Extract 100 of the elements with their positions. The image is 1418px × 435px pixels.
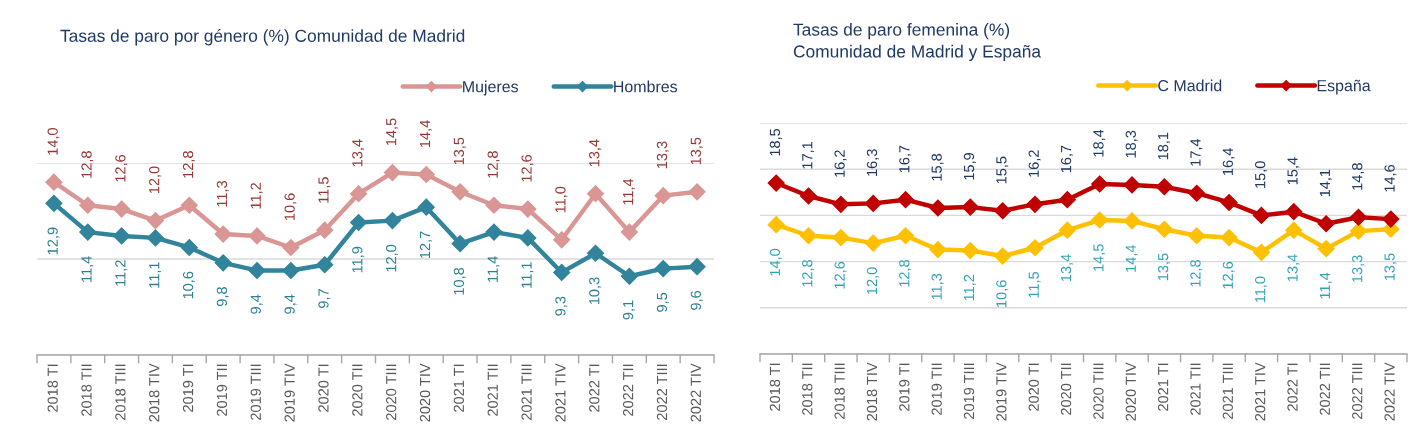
data-label: 11,0 <box>555 186 568 213</box>
point <box>767 216 785 234</box>
point <box>45 173 63 191</box>
point <box>316 221 334 239</box>
x-tick-label: 2021 TII <box>1190 363 1201 415</box>
point <box>654 187 672 205</box>
data-label: 9,8 <box>216 287 229 307</box>
data-label: 9,4 <box>284 294 297 314</box>
point <box>832 195 850 213</box>
point <box>586 244 605 262</box>
point <box>519 229 537 247</box>
data-label: 18,3 <box>1125 130 1138 158</box>
point <box>1349 222 1368 240</box>
chart-title: Tasas de paro por género (%) Comunidad de Madrid <box>60 29 465 46</box>
point <box>929 241 947 259</box>
data-label: 13,4 <box>1287 254 1300 282</box>
point <box>146 229 165 247</box>
data-label: 11,3 <box>216 180 229 207</box>
point <box>1285 221 1303 239</box>
point <box>180 196 198 214</box>
legend-label: Mujeres <box>463 80 519 96</box>
point <box>799 187 818 205</box>
data-label: 9,4 <box>250 294 263 314</box>
x-tick-label: 2020 TI <box>1028 363 1039 411</box>
data-label: 14,4 <box>420 120 432 148</box>
data-label: 10,6 <box>996 280 1009 307</box>
data-label: 18,5 <box>769 128 782 156</box>
point <box>1155 178 1173 196</box>
point <box>350 185 368 203</box>
point <box>1188 184 1206 202</box>
x-tick-label: 2022 TII <box>1319 363 1331 415</box>
data-label: 15,4 <box>1287 157 1300 185</box>
x-tick-label: 2018 TII <box>802 363 813 415</box>
data-label: 11,9 <box>352 246 365 273</box>
data-label: 9,6 <box>690 290 703 310</box>
point <box>383 212 401 230</box>
point <box>864 234 882 252</box>
data-label: 16,4 <box>1222 148 1235 175</box>
point <box>282 238 300 257</box>
point <box>1220 193 1238 212</box>
data-label: 15,0 <box>1255 161 1268 188</box>
data-label: 16,7 <box>899 145 912 173</box>
x-tick-label: 2022 TI <box>1287 363 1298 411</box>
point <box>688 183 706 201</box>
data-label: 11,2 <box>250 183 263 209</box>
data-label: 11,5 <box>1028 271 1041 298</box>
data-label: 14,5 <box>386 118 399 146</box>
point <box>586 185 605 203</box>
data-label: 12,0 <box>866 267 879 294</box>
data-label: 14,0 <box>47 128 60 155</box>
x-tick-label: 2021 TII <box>487 364 498 416</box>
point <box>282 261 300 280</box>
point <box>451 183 469 201</box>
data-label: 14,6 <box>1384 164 1397 192</box>
data-label: 10,3 <box>589 277 602 305</box>
x-tick-label: 2018 TIII <box>115 364 126 420</box>
data-label: 13,3 <box>1352 255 1365 282</box>
data-label: 18,1 <box>1157 132 1171 160</box>
point <box>350 213 368 232</box>
data-label: 10,6 <box>182 271 195 299</box>
data-label: 12,8 <box>899 259 912 287</box>
data-label: 14,5 <box>1093 244 1106 271</box>
point <box>1058 221 1076 239</box>
data-label: 13,5 <box>690 137 703 165</box>
x-tick-label: 2020 TIV <box>1125 362 1136 421</box>
point <box>1026 195 1044 213</box>
point <box>1317 215 1335 233</box>
point <box>1026 239 1044 257</box>
x-tick-label: 2021 TIII <box>521 364 532 420</box>
x-tick-label: 2021 TI <box>1157 363 1169 411</box>
x-tick-label: 2019 TII <box>216 364 228 416</box>
x-tick-label: 2021 TIV <box>1255 362 1266 421</box>
data-label: 18,4 <box>1093 129 1106 157</box>
point <box>864 194 882 212</box>
data-label: 14,0 <box>769 248 782 276</box>
legend-label: Hombres <box>614 80 678 93</box>
x-tick-label: 2021 TI <box>453 364 465 412</box>
point <box>1188 227 1206 245</box>
point <box>929 199 947 217</box>
data-label: 12,6 <box>834 261 847 289</box>
x-tick-label: 2018 TIII <box>834 363 845 419</box>
point <box>799 227 818 245</box>
data-label: 17,4 <box>1190 138 1203 166</box>
data-label: 9,3 <box>555 296 568 316</box>
data-label: 10,6 <box>284 193 297 220</box>
point <box>214 254 232 272</box>
x-tick-label: 2018 TI <box>769 363 781 411</box>
data-label: 13,5 <box>1157 253 1171 281</box>
data-label: 15,8 <box>931 153 944 181</box>
point <box>79 196 97 214</box>
data-label: 13,5 <box>1384 253 1397 281</box>
point <box>832 229 850 247</box>
point <box>485 223 503 241</box>
data-label: 12,8 <box>487 151 500 178</box>
data-label: 11,1 <box>521 262 534 288</box>
x-tick-label: 2022 TIII <box>1352 363 1363 419</box>
point <box>654 260 672 278</box>
point <box>688 258 706 276</box>
point <box>417 198 435 216</box>
x-tick-label: 2022 TI <box>589 364 600 412</box>
